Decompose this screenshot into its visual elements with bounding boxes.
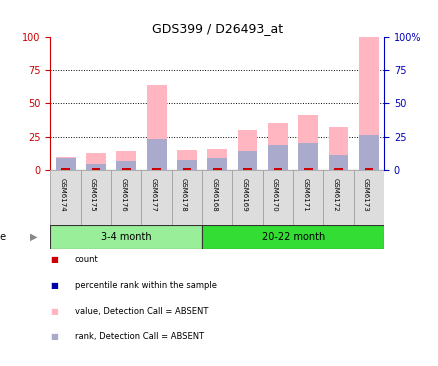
Bar: [237, 152, 257, 170]
Text: ▶: ▶: [30, 232, 37, 242]
Bar: [201, 170, 232, 225]
Text: GSM6168: GSM6168: [211, 178, 217, 212]
Title: GDS399 / D26493_at: GDS399 / D26493_at: [152, 22, 282, 36]
Bar: [232, 170, 262, 225]
Bar: [182, 168, 191, 170]
Bar: [207, 158, 226, 170]
Text: GSM6171: GSM6171: [302, 178, 307, 212]
Bar: [141, 170, 171, 225]
Bar: [237, 130, 257, 170]
Bar: [146, 85, 166, 170]
Text: GSM6170: GSM6170: [272, 178, 277, 212]
Text: ■: ■: [50, 281, 58, 290]
Text: count: count: [74, 255, 98, 264]
Bar: [122, 168, 131, 170]
Text: ■: ■: [50, 255, 58, 264]
Bar: [86, 153, 106, 170]
Bar: [328, 127, 348, 170]
Bar: [328, 156, 348, 170]
Text: GSM6175: GSM6175: [90, 178, 96, 212]
Bar: [273, 168, 282, 170]
Text: percentile rank within the sample: percentile rank within the sample: [74, 281, 216, 290]
Bar: [116, 161, 136, 170]
Text: GSM6174: GSM6174: [60, 178, 66, 212]
Bar: [92, 168, 100, 170]
Text: value, Detection Call = ABSENT: value, Detection Call = ABSENT: [74, 307, 208, 315]
Bar: [171, 170, 201, 225]
Bar: [177, 160, 196, 170]
Text: GSM6172: GSM6172: [332, 178, 338, 212]
Text: 20-22 month: 20-22 month: [261, 232, 324, 242]
Bar: [177, 150, 196, 170]
Bar: [268, 123, 287, 170]
Text: GSM6177: GSM6177: [150, 178, 156, 212]
Bar: [333, 168, 342, 170]
Text: GSM6176: GSM6176: [120, 178, 126, 212]
Bar: [353, 170, 383, 225]
Text: GSM6169: GSM6169: [241, 178, 247, 212]
Bar: [116, 152, 136, 170]
Bar: [50, 170, 81, 225]
Bar: [152, 168, 161, 170]
Text: ■: ■: [50, 332, 58, 341]
Bar: [201, 225, 383, 249]
Bar: [56, 158, 75, 170]
Bar: [323, 170, 353, 225]
Bar: [298, 143, 318, 170]
Text: GSM6178: GSM6178: [180, 178, 187, 212]
Bar: [61, 168, 70, 170]
Bar: [50, 225, 201, 249]
Bar: [358, 37, 378, 170]
Bar: [212, 168, 221, 170]
Bar: [56, 157, 75, 170]
Bar: [358, 135, 378, 170]
Bar: [81, 170, 111, 225]
Bar: [303, 168, 312, 170]
Bar: [207, 149, 226, 170]
Bar: [262, 170, 293, 225]
Bar: [146, 139, 166, 170]
Text: age: age: [0, 232, 7, 242]
Bar: [86, 164, 106, 170]
Text: GSM6173: GSM6173: [362, 178, 368, 212]
Bar: [243, 168, 251, 170]
Bar: [268, 145, 287, 170]
Text: ■: ■: [50, 307, 58, 315]
Bar: [293, 170, 323, 225]
Text: rank, Detection Call = ABSENT: rank, Detection Call = ABSENT: [74, 332, 203, 341]
Bar: [111, 170, 141, 225]
Bar: [298, 115, 318, 170]
Text: 3-4 month: 3-4 month: [101, 232, 151, 242]
Bar: [364, 168, 373, 170]
